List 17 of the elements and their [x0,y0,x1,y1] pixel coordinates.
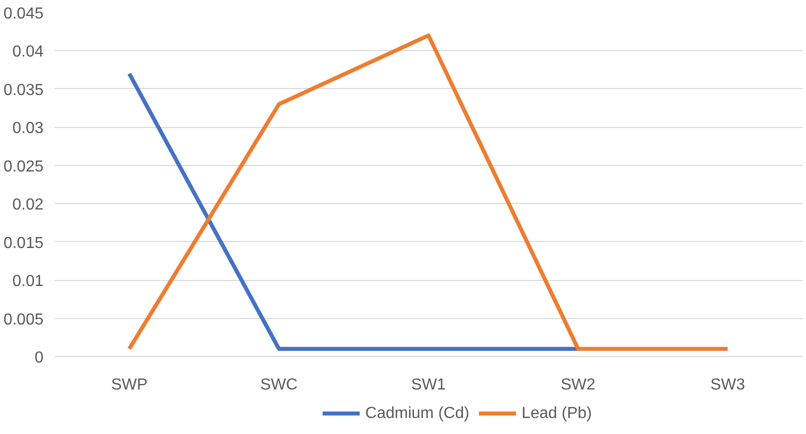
y-tick-label: 0.04 [12,44,44,61]
y-tick-label: 0 [34,350,44,366]
legend-label: Lead (Pb) [522,405,592,422]
x-tick-label: SW1 [411,376,446,394]
y-tick-label: 0.035 [3,82,44,99]
y-tick-label: 0.045 [3,6,44,22]
x-tick-label: SWC [260,376,298,394]
x-tick-label: SW2 [560,376,596,394]
x-tick-label: SW3 [710,376,746,394]
y-tick-label: 0.01 [12,273,44,290]
y-tick-label: 0.005 [3,311,44,328]
y-tick-label: 0.015 [3,234,44,252]
y-tick-label: 0.025 [3,158,44,176]
legend-label: Cadmium (Cd) [365,405,470,422]
y-tick-label: 0.02 [12,196,44,214]
x-tick-label: SWP [111,376,148,394]
y-tick-label: 0.03 [12,120,44,138]
